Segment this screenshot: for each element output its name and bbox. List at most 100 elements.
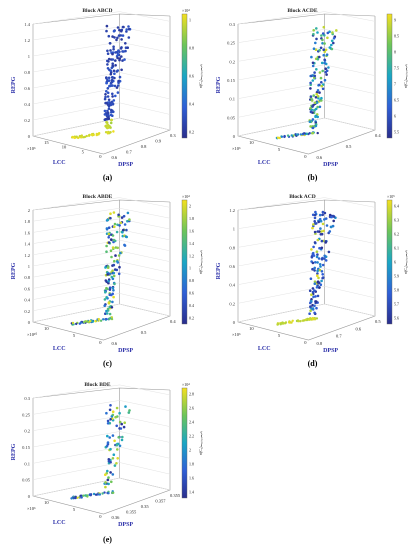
y-tick-label: 0.6 [112,341,118,346]
y-tick-label: 0.355 [126,510,137,515]
colorbar-tick-label: 1.6 [189,476,194,481]
panel-caption: (d) [308,359,318,368]
colorbar [181,13,188,139]
y-tick-label: 0.36 [112,515,121,520]
data-point [309,106,312,110]
data-point [112,271,116,275]
data-point [315,27,318,30]
data-point [314,41,317,45]
data-point [315,250,319,253]
data-point [316,269,319,273]
data-point [281,322,284,325]
data-point [127,36,131,39]
data-point [103,491,106,494]
grid-line [119,197,171,208]
axes-floor-edge [32,117,171,137]
data-point [123,58,126,61]
data-point [124,405,127,408]
grid-line [119,282,171,295]
data-point [112,130,115,133]
data-point [317,96,320,100]
data-point [105,309,108,313]
grid-line [237,286,325,304]
data-point [110,316,114,319]
data-point [316,131,319,135]
data-point [316,261,319,264]
colorbar-tick-label: 2 [189,448,191,453]
data-point [114,64,117,67]
data-point [113,36,116,39]
grid-line [32,446,120,464]
grid-line [324,64,376,76]
data-point [110,238,113,242]
data-point [122,25,125,29]
data-point [308,120,312,123]
grid-line [32,218,120,233]
data-point [320,34,323,37]
colorbar-tick-label: 2 [189,204,191,209]
data-point [105,228,109,231]
panel-title: Block ACD [289,194,315,200]
grid-line [324,250,376,262]
data-point [111,277,115,281]
grid-line [119,56,171,69]
data-point [318,83,321,87]
data-point [316,294,320,298]
y-tick-label: 0.4 [170,319,176,324]
scatter-series [70,211,131,326]
data-point [106,441,110,444]
data-point [116,69,120,72]
data-point [316,283,319,287]
grid-line [32,239,120,256]
grid-line [32,87,120,105]
data-point [107,241,111,244]
colorbar-tick-label: 6.3 [394,218,399,223]
data-point [109,418,112,421]
data-point [314,124,318,128]
grid-line [324,29,376,40]
data-point [74,495,77,498]
x-exponent: ×10⁶ [27,506,36,511]
data-point [113,222,117,226]
data-point [313,282,317,286]
data-point [320,257,324,261]
data-point [110,78,114,82]
data-point [322,53,326,57]
x-tick-label: 5 [278,147,281,152]
data-point [116,52,120,56]
data-point [328,230,332,233]
z-tick-label: 0.2 [24,309,30,314]
y-tick-label: 0.8 [317,341,323,346]
data-point [286,134,290,137]
panel-2: 0 0.05 0.1 0.15 0.2 0.25 0.3 Block ACDE REPG ×10⁶… [216,8,408,182]
data-point [311,307,315,310]
y-axis-label: DPSP [118,348,133,354]
data-point [107,34,111,38]
axes-frame [32,16,171,155]
y-tick-label: 0.5 [141,330,147,335]
colorbar-tick-label: 6 [394,114,396,119]
z-tick-label: 0.8 [24,275,30,280]
data-point [106,109,109,113]
panel-4: 0 0.2 0.4 0.6 0.8 1 1.2 Block ACD REPG ×10⁶ LCC DPS… [216,194,408,368]
colorbar-tick-label: 7 [394,82,396,87]
z-tick-label: 0.3 [229,22,235,27]
data-point [326,31,330,35]
data-point [86,494,89,497]
grid-line [237,29,325,43]
data-point [323,42,326,45]
x-axis-label: LCC [53,346,66,352]
data-point [320,239,324,243]
data-point [116,26,120,29]
data-point [126,46,129,49]
data-point [309,81,312,85]
grid-line [32,303,120,323]
grid-line [119,229,171,241]
data-point [332,37,336,40]
grid-line [237,268,325,285]
data-point [113,464,117,467]
data-point [123,421,126,425]
data-point [314,261,317,264]
data-point [105,90,108,93]
